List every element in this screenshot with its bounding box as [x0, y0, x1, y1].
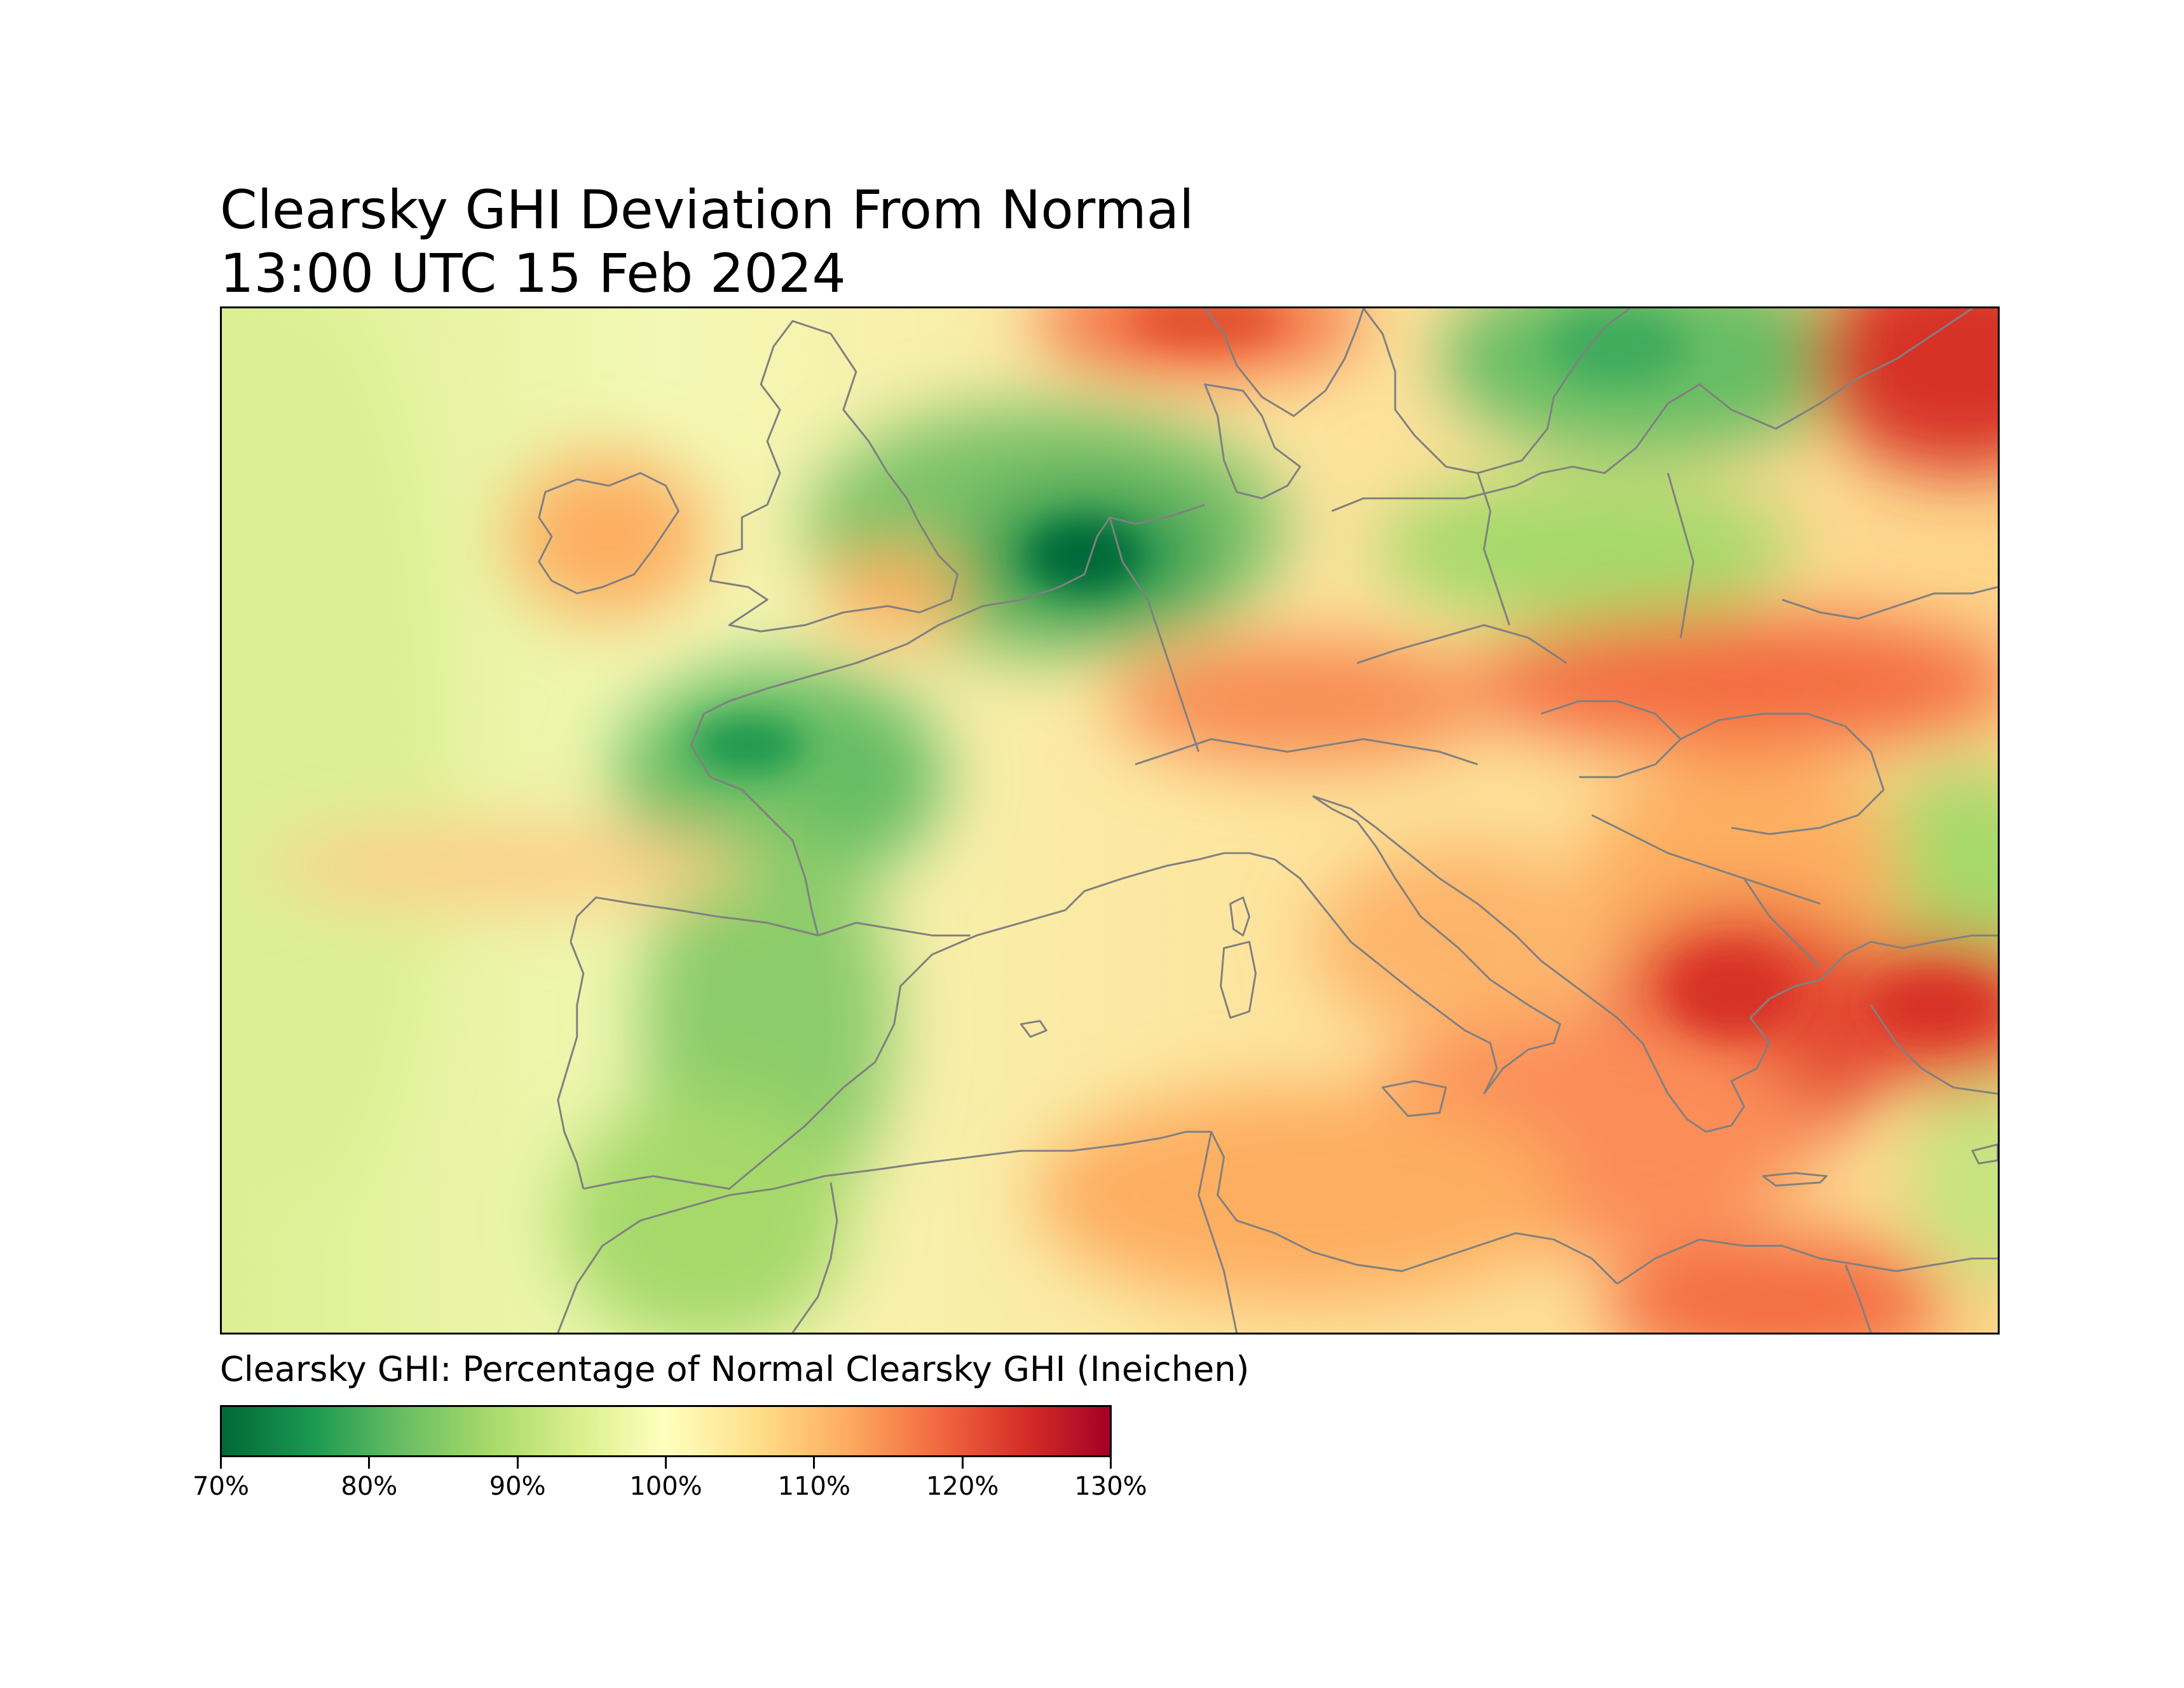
border-ukraine	[1782, 586, 1998, 620]
coast-sicily	[1381, 1080, 1447, 1117]
coast-iberia-south	[583, 909, 1066, 1190]
coast-sweden	[1362, 308, 1631, 474]
anomaly-italy	[1313, 846, 1605, 1037]
border-morocco-algeria	[791, 1182, 838, 1333]
anomaly-baltic	[1439, 308, 1859, 455]
border-poland-east	[1667, 472, 1695, 638]
anomaly-egypt-east	[1909, 1081, 1998, 1284]
anomaly-morocco	[557, 1094, 850, 1333]
coast-sardinia	[1220, 940, 1257, 1019]
coast-portugal	[557, 941, 585, 1190]
anomaly-carpathians	[1471, 612, 1998, 752]
anomaly-tunisia-libya	[1034, 1087, 1567, 1303]
coast-turkey	[1819, 934, 1998, 981]
colorbar-tick-mark	[368, 1457, 371, 1469]
coast-turkey-south	[1870, 1005, 1998, 1095]
coast-adriatic-east	[1312, 795, 1593, 1000]
colorbar-tick-label: 120%	[925, 1472, 999, 1501]
anomaly-norway-core	[1128, 308, 1281, 347]
coast-france-med	[1065, 852, 1250, 911]
colorbar-tick-label: 130%	[1074, 1472, 1147, 1501]
anomaly-poland	[1376, 473, 1795, 626]
coast-greece	[1591, 978, 1820, 1133]
map-panel	[220, 306, 2000, 1335]
coast-denmark	[1204, 383, 1301, 500]
title-line-2: 13:00 UTC 15 Feb 2024	[220, 242, 846, 305]
colorbar-tick-mark	[220, 1457, 222, 1469]
anomaly-germany-south	[1110, 638, 1491, 765]
anomaly-greece-core	[1668, 948, 1795, 1037]
coast-crete	[1762, 1172, 1828, 1187]
colorbar-tick-mark	[1110, 1457, 1112, 1469]
border-libya-egypt	[1845, 1264, 1872, 1333]
coast-ireland	[538, 472, 679, 594]
coast-cyprus	[1971, 1143, 1998, 1165]
colorbar-tick-mark	[961, 1457, 964, 1469]
colorbar-tick-label: 100%	[629, 1472, 702, 1501]
coast-iberia-north	[570, 896, 819, 942]
anomaly-england-south	[824, 549, 964, 638]
anomaly-field	[222, 308, 1998, 1333]
coast-norway-south	[1204, 308, 1365, 417]
colorbar-tick-label: 70%	[193, 1472, 249, 1501]
colorbar-tick-label: 90%	[489, 1472, 546, 1501]
anomaly-russia-north	[1813, 308, 1998, 473]
coast-great-britain	[709, 320, 959, 633]
coast-north-africa	[557, 1130, 1618, 1333]
chart-title: Clearsky GHI Deviation From Normal 13:00…	[220, 178, 1194, 305]
colorbar-tick-mark	[516, 1457, 519, 1469]
border-france-germany	[1109, 517, 1200, 752]
border-czech	[1356, 624, 1567, 664]
coastline-borders	[538, 308, 1998, 1333]
colorbar-label: Clearsky GHI: Percentage of Normal Clear…	[220, 1349, 1250, 1389]
coast-corsica	[1229, 896, 1251, 937]
map-svg	[222, 308, 1998, 1333]
anomaly-atlantic-band	[266, 821, 749, 910]
anomaly-atlantic-west	[222, 308, 438, 1195]
coast-italy-east	[1312, 795, 1561, 1095]
border-algeria-tunisia	[1198, 1131, 1238, 1333]
coast-mallorca	[1020, 1020, 1048, 1038]
coast-libya-east	[1616, 1239, 1998, 1285]
anomaly-bay-of-biscay	[615, 662, 945, 891]
border-bulgaria	[1743, 877, 1821, 968]
colorbar-tick-mark	[813, 1457, 816, 1469]
coast-north-europe	[1331, 308, 1973, 512]
title-line-1: Clearsky GHI Deviation From Normal	[220, 179, 1194, 241]
colorbar	[220, 1405, 1112, 1457]
anomaly-netherlands-core	[1027, 520, 1142, 591]
border-france-spain	[817, 921, 971, 937]
colorbar-tick-label: 80%	[341, 1472, 398, 1501]
anomaly-loire-core	[691, 717, 806, 774]
colorbar-tick-mark	[665, 1457, 667, 1469]
anomaly-baltic-core	[1547, 308, 1688, 385]
border-alps	[1135, 738, 1478, 765]
border-romania	[1680, 713, 1885, 835]
anomaly-highlights	[691, 308, 1998, 1037]
anomaly-ireland	[507, 454, 711, 619]
coast-italy-west	[1249, 852, 1498, 1095]
border-germany-poland	[1477, 472, 1511, 626]
border-balkans	[1591, 814, 1821, 905]
border-hungary	[1541, 700, 1682, 778]
anomaly-aegean-core	[1871, 973, 1998, 1037]
colorbar-tick-label: 110%	[777, 1472, 851, 1501]
coast-north-sea	[690, 504, 1206, 936]
